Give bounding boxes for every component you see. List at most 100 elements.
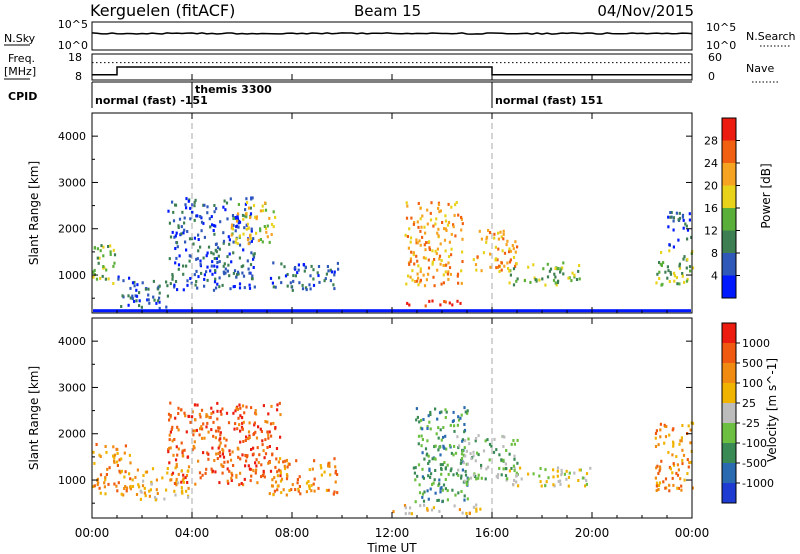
data-cell-3-54 — [259, 238, 262, 241]
data-cell-1-47 — [145, 470, 149, 474]
colorbar-segment-7 — [722, 343, 736, 363]
data-cell-8-49 — [554, 281, 557, 285]
data-cell-2-209 — [279, 474, 282, 478]
data-cell-6-23 — [456, 272, 460, 276]
data-cell-2-220 — [245, 435, 248, 439]
data-cell-8-1 — [655, 489, 658, 492]
data-cell-2-137 — [168, 433, 171, 437]
data-cell-3-22 — [327, 462, 330, 466]
data-cell-6-32 — [513, 478, 516, 482]
data-cell-0-41 — [99, 455, 102, 458]
data-cell-2-236 — [236, 214, 239, 218]
data-cell-2-279 — [183, 448, 186, 452]
data-cell-6-109 — [409, 259, 412, 263]
data-cell-1-62 — [175, 483, 178, 487]
data-cell-0-59 — [129, 477, 132, 481]
data-cell-8-34 — [555, 283, 558, 287]
data-cell-6-83 — [503, 435, 506, 439]
data-cell-2-175 — [262, 471, 265, 475]
data-cell-3-38 — [272, 210, 275, 214]
data-cell-5-73 — [420, 434, 423, 438]
velocity-heatmap-cells — [92, 401, 695, 516]
data-cell-1-10 — [166, 471, 169, 475]
data-cell-2-158 — [218, 260, 221, 264]
data-cell-2-62 — [174, 234, 177, 238]
data-cell-5-1 — [459, 301, 462, 305]
data-cell-2-289 — [228, 469, 231, 473]
data-cell-5-131 — [421, 438, 424, 441]
data-cell-6-1 — [498, 453, 501, 457]
data-cell-3-41 — [252, 204, 256, 208]
data-cell-6-110 — [438, 254, 442, 258]
data-cell-8-35 — [671, 453, 674, 457]
data-cell-7-52 — [508, 247, 511, 251]
data-cell-2-155 — [211, 260, 214, 264]
data-cell-10-8 — [672, 245, 675, 249]
data-cell-2-13 — [241, 213, 245, 217]
data-cell-2-145 — [252, 469, 255, 473]
data-cell-0-16 — [113, 253, 117, 257]
data-cell-5-69 — [461, 439, 464, 443]
data-cell-8-53 — [577, 269, 580, 273]
data-cell-6-49 — [405, 201, 408, 205]
data-cell-6-102 — [411, 269, 414, 273]
data-cell-5-92 — [439, 490, 442, 494]
data-cell-2-113 — [247, 430, 251, 434]
data-cell-8-60 — [691, 421, 695, 425]
data-cell-5-124 — [428, 420, 431, 424]
data-cell-8-52 — [542, 267, 545, 271]
data-cell-10-23 — [685, 224, 688, 228]
data-cell-6-148 — [452, 225, 455, 229]
data-cell-2-207 — [249, 206, 252, 210]
data-cell-2-38 — [189, 206, 192, 210]
data-cell-2-15 — [193, 200, 196, 204]
data-cell-3-6 — [247, 206, 251, 210]
data-cell-6-86 — [420, 225, 423, 229]
data-cell-5-47 — [466, 480, 469, 484]
data-cell-5-62 — [446, 498, 449, 502]
data-cell-3-33 — [297, 489, 300, 493]
data-cell-0-30 — [112, 454, 115, 458]
data-cell-7-55 — [488, 231, 492, 234]
data-cell-6-17 — [460, 452, 464, 456]
data-cell-0-11 — [101, 274, 104, 278]
data-cell-5-76 — [465, 480, 468, 484]
data-cell-0-14 — [104, 478, 107, 482]
data-cell-6-88 — [436, 247, 439, 251]
data-cell-3-77 — [313, 489, 316, 493]
data-cell-2-173 — [181, 210, 184, 214]
data-cell-5-39 — [466, 497, 469, 501]
data-cell-2-268 — [214, 436, 217, 440]
data-cell-2-58 — [237, 272, 240, 276]
data-cell-2-150 — [213, 264, 216, 268]
data-cell-2-69 — [212, 224, 216, 228]
data-cell-2-257 — [216, 409, 219, 413]
data-cell-8-28 — [681, 462, 684, 466]
data-cell-10-11 — [686, 228, 690, 232]
data-cell-7-51 — [501, 249, 504, 253]
data-cell-9-15 — [656, 272, 659, 276]
data-cell-9-9 — [678, 282, 681, 286]
data-cell-2-80 — [206, 205, 209, 209]
data-cell-0-29 — [95, 443, 98, 446]
data-cell-3-43 — [257, 239, 260, 243]
data-cell-3-40 — [282, 488, 285, 492]
data-cell-2-61 — [182, 264, 185, 268]
data-cell-7-23 — [506, 261, 509, 265]
data-cell-5-160 — [440, 410, 443, 414]
data-cell-8-51 — [672, 440, 675, 444]
data-cell-6-14 — [462, 461, 465, 465]
data-cell-6-16 — [459, 461, 462, 465]
data-cell-2-183 — [177, 412, 180, 415]
data-cell-3-52 — [319, 464, 322, 467]
data-cell-4-46 — [302, 263, 305, 266]
data-cell-6-68 — [448, 240, 451, 244]
data-cell-8-42 — [672, 462, 675, 466]
data-cell-2-170 — [213, 232, 216, 236]
data-cell-8-26 — [573, 275, 576, 279]
data-cell-3-55 — [246, 201, 249, 205]
data-cell-5-68 — [412, 466, 415, 470]
y-tick-label-2: 3000 — [58, 381, 86, 394]
data-cell-2-32 — [216, 282, 219, 286]
data-cell-5-87 — [419, 426, 422, 430]
